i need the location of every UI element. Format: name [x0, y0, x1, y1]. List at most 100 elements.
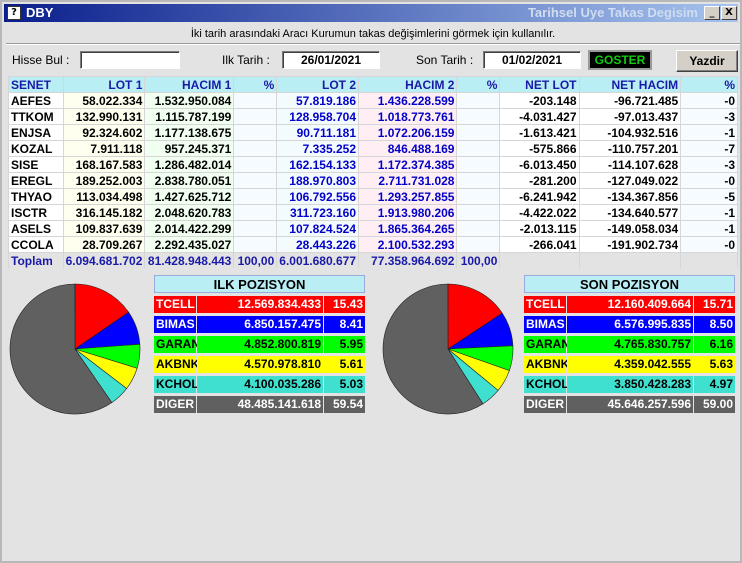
- window-subtitle: Tarihsel Uye Takas Degisim: [527, 5, 698, 20]
- son-tarih-label: Son Tarih :: [416, 53, 474, 67]
- cell-hacim1: 1.115.787.199: [144, 108, 235, 125]
- total-netlot: [499, 252, 580, 268]
- cell-pct2: [456, 172, 501, 189]
- pozisyon-row: BIMAS 6.576.995.835 8.50: [524, 316, 735, 333]
- minimize-button[interactable]: _: [704, 6, 720, 20]
- table-row[interactable]: ENJSA 92.324.602 1.177.138.675 90.711.181 1.…: [8, 124, 738, 141]
- cell-lot1: 28.709.267: [62, 236, 146, 253]
- pozisyon-value: 6.850.157.475: [197, 316, 323, 333]
- cell-lot2: 107.824.524: [276, 220, 360, 237]
- pozisyon-pct: 5.95: [324, 336, 365, 353]
- cell-lot2: 311.723.160: [276, 204, 360, 221]
- cell-lot1: 316.145.182: [62, 204, 146, 221]
- ilk-tarih-field[interactable]: 26/01/2021: [282, 51, 380, 69]
- cell-nethacim: -149.058.034: [578, 220, 682, 237]
- cell-lot1: 168.167.583: [62, 156, 146, 173]
- ilk-tarih-label: Ilk Tarih :: [222, 53, 270, 67]
- pozisyon-pct: 6.16: [694, 336, 735, 353]
- pie-slice-tcell: [447, 283, 503, 350]
- goster-button[interactable]: GOSTER: [588, 50, 652, 70]
- pozisyon-name: BIMAS: [154, 316, 196, 333]
- pozisyon-value: 12.160.409.664: [567, 296, 693, 313]
- cell-hacim2: 1.293.257.855: [358, 188, 458, 205]
- pozisyon-name: TCELL: [524, 296, 566, 313]
- pozisyon-name: BIMAS: [524, 316, 566, 333]
- info-text: İki tarih arasındaki Aracı Kurumun takas…: [190, 28, 556, 40]
- cell-lot1: 189.252.003: [62, 172, 146, 189]
- ilk-pozisyon-panel: ILK POZISYON TCELL 12.569.834.433 15.43 BIM…: [154, 275, 365, 416]
- cell-nethacim: -110.757.201: [578, 140, 682, 157]
- table-row[interactable]: ISCTR 316.145.182 2.048.620.783 311.723.160…: [8, 204, 738, 221]
- cell-pct1: [233, 236, 278, 253]
- total-pct2: 100,00: [456, 252, 501, 268]
- col-header-lot2[interactable]: LOT 2: [276, 76, 360, 93]
- pozisyon-value: 4.100.035.286: [197, 376, 323, 393]
- cell-nethacim: -191.902.734: [578, 236, 682, 253]
- col-header-pct2[interactable]: %: [456, 76, 501, 93]
- cell-nethacim: -96.721.485: [578, 92, 682, 109]
- close-button[interactable]: X: [721, 6, 737, 20]
- total-lot2: 6.001.680.677: [276, 252, 360, 268]
- cell-pct2: [456, 236, 501, 253]
- table-row[interactable]: CCOLA 28.709.267 2.292.435.027 28.443.226 2.…: [8, 236, 738, 253]
- question-icon[interactable]: ?: [7, 6, 21, 20]
- cell-pct3: -5: [680, 188, 738, 205]
- pozisyon-row: GARAN 4.852.800.819 5.95: [154, 336, 365, 353]
- pozisyon-row: KCHOL 3.850.428.283 4.97: [524, 376, 735, 393]
- col-header-senet[interactable]: SENET: [8, 76, 64, 93]
- cell-hacim1: 2.048.620.783: [144, 204, 235, 221]
- col-header-netlot[interactable]: NET LOT: [499, 76, 580, 93]
- total-hacim1: 81.428.948.443: [144, 252, 235, 268]
- pozisyon-pct: 15.71: [694, 296, 735, 313]
- cell-senet: ISCTR: [8, 204, 64, 221]
- table-row[interactable]: ASELS 109.837.639 2.014.422.299 107.824.524…: [8, 220, 738, 237]
- cell-hacim1: 957.245.371: [144, 140, 235, 157]
- pozisyon-value: 6.576.995.835: [567, 316, 693, 333]
- col-header-lot1[interactable]: LOT 1: [62, 76, 146, 93]
- cell-senet: SISE: [8, 156, 64, 173]
- table-row[interactable]: KOZAL 7.911.118 957.245.371 7.335.252 846.48…: [8, 140, 738, 157]
- cell-pct1: [233, 156, 278, 173]
- col-header-hacim2[interactable]: HACIM 2: [358, 76, 458, 93]
- pie-slice-diger: [382, 283, 484, 415]
- pozisyon-pct: 15.43: [324, 296, 365, 313]
- pozisyon-row: DIGER 45.646.257.596 59.00: [524, 396, 735, 413]
- col-header-pct3[interactable]: %: [680, 76, 738, 93]
- pozisyon-name: KCHOL: [524, 376, 569, 393]
- cell-hacim1: 2.838.780.051: [144, 172, 235, 189]
- cell-hacim1: 2.292.435.027: [144, 236, 235, 253]
- pozisyon-pct: 5.63: [694, 356, 735, 373]
- yazdir-button[interactable]: Yazdir: [676, 50, 738, 72]
- col-header-pct1[interactable]: %: [233, 76, 278, 93]
- table-row[interactable]: TTKOM 132.990.131 1.115.787.199 128.958.704…: [8, 108, 738, 125]
- pozisyon-name: DIGER: [154, 396, 196, 413]
- cell-hacim2: 846.488.169: [358, 140, 458, 157]
- cell-pct1: [233, 124, 278, 141]
- son-tarih-field[interactable]: 01/02/2021: [483, 51, 581, 69]
- table-row[interactable]: EREGL 189.252.003 2.838.780.051 188.970.803…: [8, 172, 738, 189]
- cell-pct3: -0: [680, 236, 738, 253]
- cell-netlot: -4.031.427: [499, 108, 580, 125]
- cell-lot1: 113.034.498: [62, 188, 146, 205]
- cell-lot2: 28.443.226: [276, 236, 360, 253]
- table-row[interactable]: THYAO 113.034.498 1.427.625.712 106.792.556…: [8, 188, 738, 205]
- cell-hacim2: 1.172.374.385: [358, 156, 458, 173]
- col-header-hacim1[interactable]: HACIM 1: [144, 76, 235, 93]
- table-row[interactable]: AEFES 58.022.334 1.532.950.084 57.819.186 1.…: [8, 92, 738, 109]
- cell-senet: KOZAL: [8, 140, 64, 157]
- takas-table[interactable]: SENET LOT 1 HACIM 1 % LOT 2 HACIM 2 % NE…: [8, 76, 738, 268]
- hisse-search-input[interactable]: [80, 51, 180, 69]
- cell-netlot: -6.241.942: [499, 188, 580, 205]
- cell-hacim1: 2.014.422.299: [144, 220, 235, 237]
- cell-netlot: -281.200: [499, 172, 580, 189]
- title-bar[interactable]: ? DBY Tarihsel Uye Takas Degisim _ X: [4, 4, 738, 22]
- table-row[interactable]: SISE 168.167.583 1.286.482.014 162.154.133 1…: [8, 156, 738, 173]
- cell-lot2: 57.819.186: [276, 92, 360, 109]
- pozisyon-value: 12.569.834.433: [197, 296, 323, 313]
- col-header-nethacim[interactable]: NET HACIM: [578, 76, 682, 93]
- table-header-row: SENET LOT 1 HACIM 1 % LOT 2 HACIM 2 % NE…: [8, 76, 738, 93]
- pozisyon-value: 4.359.042.555: [567, 356, 693, 373]
- pozisyon-pct: 8.41: [324, 316, 365, 333]
- cell-netlot: -2.013.115: [499, 220, 580, 237]
- pozisyon-name: GARAN: [524, 336, 570, 353]
